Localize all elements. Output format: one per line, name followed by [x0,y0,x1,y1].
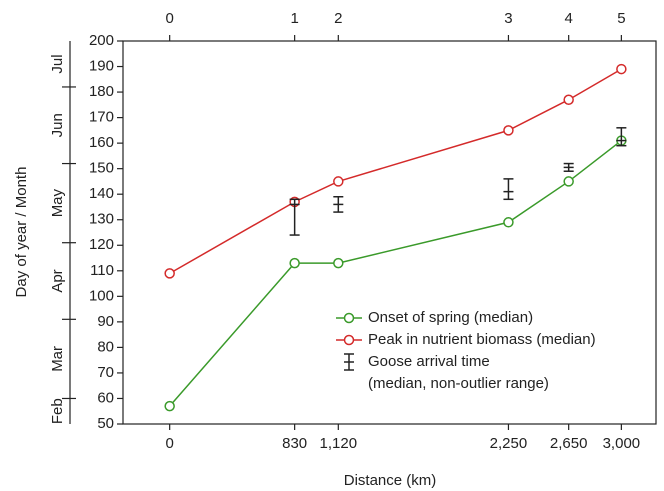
y-tick-label: 160 [89,134,114,151]
plot-frame [122,40,657,425]
series-line [169,139,622,407]
x-tick-label: 1,120 [320,435,358,452]
point [289,257,300,269]
x2-tick-label: 5 [617,10,625,27]
y-tick-label: 120 [89,236,114,253]
point [164,268,175,279]
y-tick-label: 170 [89,109,114,126]
x-tick-label: 830 [282,435,307,452]
point [563,94,574,105]
y-tick-label: 110 [90,262,114,279]
month-label: Apr [49,269,66,292]
x2-tick-label: 2 [334,10,342,27]
legend-label: Onset of spring (median) [368,309,533,326]
legend-marker [343,334,355,346]
x2-tick-label: 4 [565,10,573,27]
point [563,176,574,187]
x-tick-label: 2,650 [550,435,588,452]
month-label: Mar [49,346,66,372]
y-tick-label: 100 [89,287,114,304]
y-tick-label: 140 [89,185,114,202]
x-tick-label: 0 [166,435,174,452]
y-tick-label: 200 [89,32,114,49]
y-tick-label: 150 [89,160,114,177]
legend-label: Goose arrival time [368,353,490,370]
y-axis-label: Day of year / Month [13,167,30,298]
y-tick-label: 90 [97,313,114,330]
month-label: May [49,188,66,217]
month-label: Jul [49,54,66,73]
y-tick-label: 50 [97,415,114,432]
legend-marker [343,312,355,324]
x2-tick-label: 3 [504,10,512,27]
series-line [169,68,622,275]
x-tick-label: 2,250 [490,435,528,452]
x2-tick-label: 1 [290,10,298,27]
point [503,217,514,228]
y-tick-label: 60 [97,389,114,406]
point [333,257,344,269]
point [503,125,514,136]
y-tick-label: 130 [89,211,114,228]
legend-description: (median, non-outlier range) [368,375,549,392]
x-tick-label: 3,000 [603,435,641,452]
x-axis-label: Distance (km) [344,472,437,489]
month-label: Jun [49,113,66,137]
point [164,400,175,412]
month-label: Feb [49,398,66,424]
point [333,176,344,187]
point [616,63,627,75]
y-tick-label: 80 [97,338,114,355]
y-tick-label: 180 [89,83,114,100]
legend-label: Peak in nutrient biomass (median) [368,331,596,348]
y-tick-label: 70 [97,364,114,381]
x2-tick-label: 0 [166,10,174,27]
y-tick-label: 190 [89,58,114,75]
